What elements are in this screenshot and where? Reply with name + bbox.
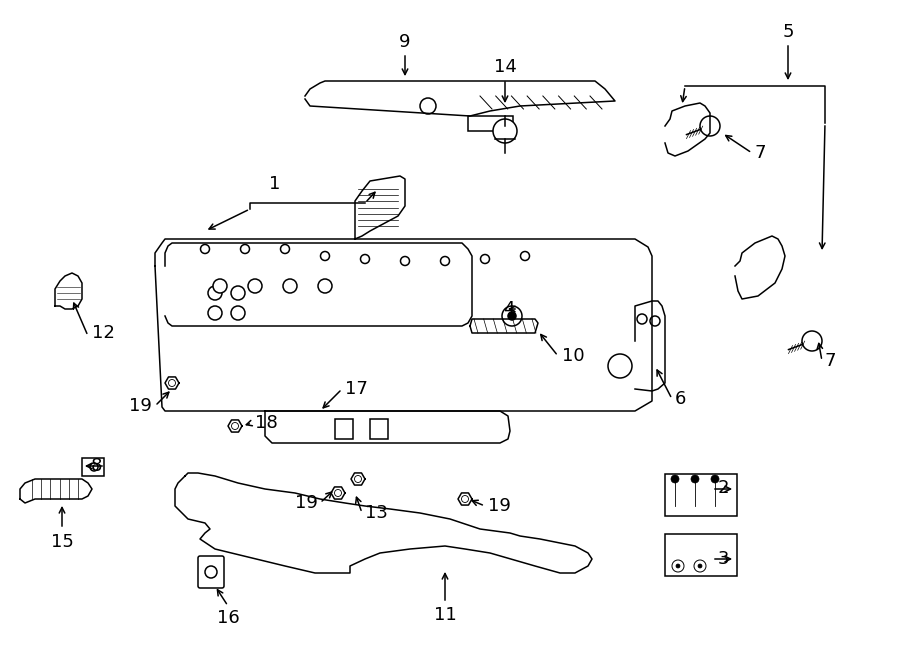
Text: 5: 5	[782, 23, 794, 41]
FancyBboxPatch shape	[468, 116, 513, 131]
Circle shape	[672, 560, 684, 572]
Text: 2: 2	[718, 479, 730, 497]
Circle shape	[361, 254, 370, 264]
Text: 15: 15	[50, 533, 74, 551]
Circle shape	[201, 245, 210, 254]
FancyBboxPatch shape	[335, 419, 353, 439]
Circle shape	[671, 475, 679, 483]
Circle shape	[335, 490, 341, 496]
Text: 4: 4	[503, 300, 515, 318]
Text: 10: 10	[562, 347, 585, 365]
Text: 9: 9	[400, 33, 410, 51]
Circle shape	[208, 286, 222, 300]
FancyBboxPatch shape	[198, 556, 224, 588]
FancyBboxPatch shape	[665, 534, 737, 576]
Circle shape	[231, 286, 245, 300]
Circle shape	[676, 564, 680, 568]
Circle shape	[213, 279, 227, 293]
Circle shape	[400, 256, 410, 266]
FancyBboxPatch shape	[82, 458, 104, 476]
Text: 7: 7	[755, 144, 767, 162]
Circle shape	[420, 98, 436, 114]
Circle shape	[650, 316, 660, 326]
Circle shape	[283, 279, 297, 293]
Circle shape	[168, 379, 176, 387]
Circle shape	[520, 251, 529, 260]
Text: 12: 12	[92, 324, 115, 342]
Text: 19: 19	[488, 497, 511, 515]
Text: 8: 8	[91, 457, 102, 475]
Circle shape	[208, 306, 222, 320]
Circle shape	[248, 279, 262, 293]
Circle shape	[355, 475, 362, 483]
Text: 19: 19	[129, 397, 152, 415]
Circle shape	[481, 254, 490, 264]
Circle shape	[698, 564, 702, 568]
Circle shape	[281, 245, 290, 254]
Circle shape	[462, 496, 469, 502]
Circle shape	[318, 279, 332, 293]
Text: 18: 18	[255, 414, 278, 432]
Circle shape	[694, 560, 706, 572]
Text: 7: 7	[825, 352, 836, 370]
Circle shape	[802, 331, 822, 351]
Circle shape	[240, 245, 249, 254]
Text: 14: 14	[493, 58, 517, 76]
Circle shape	[608, 354, 632, 378]
Circle shape	[691, 475, 699, 483]
Circle shape	[231, 306, 245, 320]
Circle shape	[502, 306, 522, 326]
Circle shape	[700, 116, 720, 136]
Circle shape	[711, 475, 719, 483]
Circle shape	[508, 312, 516, 320]
Text: 19: 19	[295, 494, 318, 512]
Circle shape	[90, 463, 98, 471]
Text: 11: 11	[434, 606, 456, 624]
FancyBboxPatch shape	[665, 474, 737, 516]
Circle shape	[637, 314, 647, 324]
Circle shape	[205, 566, 217, 578]
Circle shape	[320, 251, 329, 260]
Text: 1: 1	[269, 175, 281, 193]
FancyBboxPatch shape	[370, 419, 388, 439]
Text: 17: 17	[345, 380, 368, 398]
Text: 6: 6	[675, 390, 687, 408]
Circle shape	[231, 422, 239, 430]
Text: 16: 16	[217, 609, 239, 627]
Circle shape	[440, 256, 449, 266]
Circle shape	[493, 119, 517, 143]
Text: 13: 13	[365, 504, 388, 522]
Text: 3: 3	[718, 550, 730, 568]
